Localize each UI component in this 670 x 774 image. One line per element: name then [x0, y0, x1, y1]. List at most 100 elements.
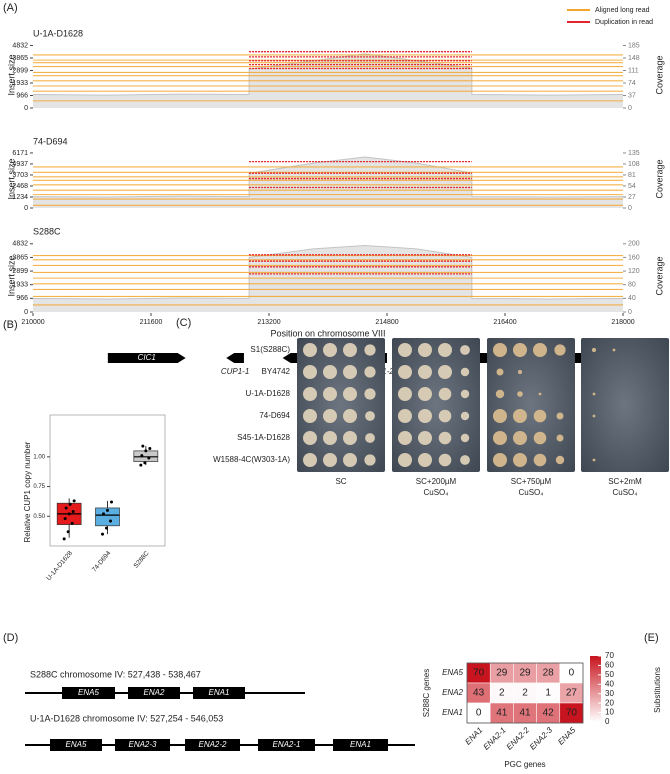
gene-box: [115, 739, 170, 751]
colony-spot: [418, 431, 432, 445]
gene-box: [193, 687, 245, 699]
cell-label: 2: [522, 688, 528, 699]
x-tick-label: 213200: [257, 319, 280, 326]
y-tick-label: 2468: [12, 183, 28, 190]
x-tick-label: 74-D694: [91, 550, 113, 574]
plate: [297, 338, 385, 472]
gene-label: ENA2: [144, 688, 165, 697]
cell-label: 42: [543, 708, 555, 719]
gene-label: ENA5: [66, 740, 87, 749]
y-tick-label: 2899: [12, 67, 28, 74]
y-tick-label: 1234: [12, 194, 28, 201]
gene-label: CUP1-1: [221, 367, 249, 376]
colony-spot: [343, 365, 357, 379]
colony-spot: [493, 343, 507, 357]
colony-spot: [554, 344, 566, 356]
y-tick-label: 0.75: [33, 484, 45, 490]
y-axis-label: Relative CUP1 copy number: [23, 441, 32, 542]
y2-tick-label: 0: [628, 205, 632, 212]
cell-label: 0: [476, 708, 482, 719]
colony-spot: [364, 344, 376, 356]
colony-spot: [495, 389, 505, 399]
strain-label: U-1A-D1628: [246, 389, 291, 398]
colony-spot: [438, 343, 452, 357]
colony-spot: [418, 343, 432, 357]
colony-spot: [513, 431, 527, 445]
colony-spot: [398, 365, 412, 379]
point: [106, 508, 109, 512]
gene-label: ENA1: [209, 688, 230, 697]
strain-label: S45-1A-D1628: [237, 433, 290, 442]
cell-label: 70: [473, 668, 485, 679]
colorbar-label: Substitutions: [653, 667, 662, 713]
point: [102, 512, 105, 516]
colony-spot: [303, 343, 317, 357]
colony-spot: [612, 348, 616, 352]
coverage-fill: [33, 157, 623, 208]
condition-label: CuSO₄: [518, 488, 543, 497]
y-tick-label: 2899: [12, 268, 28, 275]
column-label: ENA5: [556, 725, 578, 747]
column-label: ENA1: [463, 726, 484, 747]
track-title: U-1A-D1628 chromosome IV: 527,254 - 546,…: [30, 713, 223, 723]
strain-label: BY4742: [262, 367, 291, 376]
colony-spot: [493, 453, 507, 467]
colony-spot: [398, 409, 412, 423]
colorbar-tick-label: 60: [605, 661, 614, 670]
cell-label: 2: [499, 688, 505, 699]
colony-spot: [513, 453, 527, 467]
point: [143, 461, 147, 465]
point: [110, 500, 113, 504]
colony-spot: [513, 343, 527, 357]
y2-tick-label: 135: [628, 150, 640, 157]
gene-box: [185, 739, 240, 751]
y-tick-label: 3703: [12, 172, 28, 179]
colony-spot: [323, 343, 337, 357]
x-tick-label: 211600: [140, 319, 163, 326]
colony-spot: [513, 409, 527, 423]
cell-label: 27: [566, 688, 578, 699]
colony-spot: [364, 454, 376, 466]
point: [148, 447, 152, 451]
colony-spot: [303, 365, 317, 379]
cell-label: 41: [519, 708, 531, 719]
coverage-line: [32, 244, 624, 300]
column-label: ENA2-1: [482, 726, 508, 752]
gene-arrow: [226, 353, 244, 363]
y-tick-label: 966: [16, 92, 28, 99]
colony-spot: [418, 365, 432, 379]
colony-spot: [323, 431, 337, 445]
colony-spot: [343, 453, 357, 467]
y2-tick-label: 80: [628, 282, 636, 289]
cell-label: 43: [473, 688, 485, 699]
panel-label: (B): [3, 319, 18, 331]
point: [109, 519, 112, 523]
point: [105, 526, 108, 530]
colony-spot: [303, 453, 317, 467]
y-tick-label: 1933: [12, 80, 28, 87]
subplot-title: U-1A-D1628: [33, 28, 83, 38]
gene-box: [62, 687, 115, 699]
subplot-title: S288C: [33, 226, 61, 236]
colony-spot: [303, 409, 317, 423]
colony-spot: [398, 343, 412, 357]
y-tick-label: 0: [24, 205, 28, 212]
point: [144, 449, 148, 453]
y-tick-label: 4937: [12, 161, 28, 168]
point: [72, 499, 76, 503]
point: [70, 521, 74, 525]
panel-label: (C): [176, 317, 191, 329]
colony-spot: [438, 409, 452, 423]
y-tick-label: 0.50: [33, 514, 45, 520]
colony-spot: [592, 414, 596, 418]
colorbar-tick-label: 10: [605, 708, 614, 717]
colony-spot: [493, 409, 507, 423]
colony-spot: [365, 411, 375, 421]
point: [67, 512, 71, 516]
colony-spot: [343, 409, 357, 423]
strain-label: 74-D694: [259, 411, 290, 420]
y-tick-label: 0: [24, 309, 28, 316]
row-label: ENA2: [442, 688, 463, 697]
plate: [487, 338, 575, 472]
coverage-line: [32, 53, 624, 96]
